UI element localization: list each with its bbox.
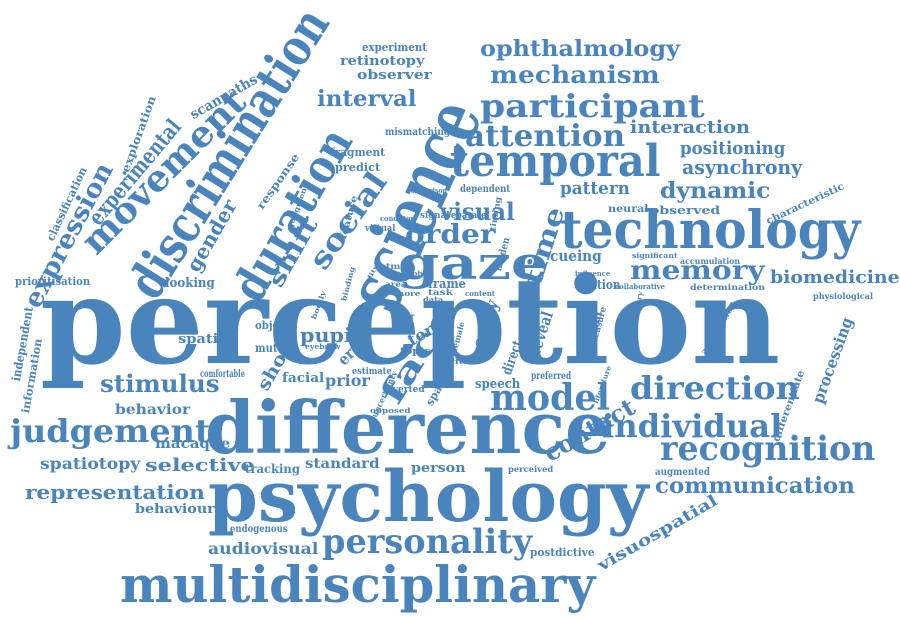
word-selective: selective — [145, 455, 255, 476]
word-neural: neural — [608, 204, 649, 215]
word-collaborative: collaborative — [615, 282, 665, 291]
word-participant: participant — [480, 87, 705, 125]
word-prioritisation: prioritisation — [15, 275, 91, 288]
word-prior: prior — [325, 371, 370, 390]
word-eyebrow: eyebrow — [305, 342, 341, 351]
word-content: content — [465, 289, 496, 298]
word-personality: personality — [322, 522, 533, 562]
word-multidisciplinary: multidisciplinary — [120, 555, 596, 614]
word-estimate: estimate — [352, 367, 392, 377]
word-dynamic: dynamic — [660, 178, 771, 204]
word-technology: technology — [560, 200, 861, 261]
word-representation: representation — [25, 480, 205, 504]
word-processing: processing — [808, 314, 857, 406]
word-perception: perception — [40, 251, 781, 392]
word-influence: influence — [575, 269, 611, 278]
word-endogenous: endogenous — [230, 524, 288, 535]
word-facial: facial — [282, 371, 325, 386]
word-difference: difference — [205, 385, 611, 470]
word-macaque: macaque — [155, 436, 231, 452]
word-data: data — [423, 295, 444, 304]
word-accumulation: accumulation — [680, 256, 741, 266]
word-order: order — [405, 220, 496, 250]
word-standard: standard — [305, 456, 380, 472]
word-tracking: tracking — [245, 462, 300, 476]
word-visual: visual — [440, 197, 515, 226]
word-individual: individual — [602, 407, 783, 445]
word-asynchrony: asynchrony — [682, 155, 803, 179]
word-pupil: pupil — [300, 323, 360, 347]
word-signal: signal — [420, 211, 450, 221]
word-user: user — [395, 311, 415, 321]
word-person: person — [411, 461, 466, 476]
word-memory: memory — [630, 256, 765, 286]
word-probe: probe — [403, 269, 428, 278]
word-frame: frame — [428, 277, 466, 292]
word-spatiotopy: spatiotopy — [40, 454, 141, 473]
word-determination: determination — [690, 282, 766, 292]
word-behaviour: behaviour — [135, 502, 215, 517]
word-stimulus: stimulus — [100, 369, 220, 398]
word-opposed: opposed — [370, 406, 411, 415]
word-mismatching: mismatching — [385, 127, 451, 138]
word-augmented: augmented — [655, 467, 710, 478]
word-pattern: pattern — [560, 178, 630, 199]
word-recognition: recognition — [660, 429, 876, 469]
word-significant: significant — [632, 251, 678, 260]
word-affect: affect — [445, 357, 476, 366]
word-observer: observer — [357, 68, 432, 83]
word-fragment: fragment — [330, 146, 386, 159]
word-experiment: experiment — [362, 41, 427, 54]
word-preferred: preferred — [531, 371, 572, 382]
word-mechanism: mechanism — [490, 60, 660, 89]
word-audiovisual: audiovisual — [208, 539, 319, 558]
word-biomedicine: biomedicine — [770, 267, 900, 288]
word-judgement: judgement — [10, 412, 211, 450]
word-averted: averted — [387, 385, 425, 395]
word-interaction: interaction — [630, 117, 751, 138]
word-looking: looking — [165, 276, 215, 291]
word-communication: communication — [655, 473, 855, 499]
word-comparison: comparison — [407, 186, 447, 195]
word-retinotopy: retinotopy — [340, 54, 425, 69]
word-dilation: dilation — [575, 278, 621, 293]
word-area: area — [385, 279, 407, 289]
word-vstm: vstm — [375, 261, 401, 271]
word-psychology: psychology — [208, 455, 649, 538]
word-attention: attention — [465, 119, 626, 154]
word-topic: topic — [400, 347, 431, 357]
word-cueing: cueing — [550, 247, 602, 265]
word-observed: observed — [650, 204, 721, 217]
word-direction: direction — [630, 369, 800, 407]
word-condition: condition — [380, 214, 416, 223]
word-interval: interval — [317, 86, 417, 112]
word-spatial: spatial — [178, 332, 234, 347]
word-virtual: virtual — [365, 224, 396, 234]
word-ophthalmology: ophthalmology — [480, 36, 680, 62]
word-gaze: gaze — [398, 236, 549, 290]
word-behavior: behavior — [115, 402, 191, 418]
word-positioning: positioning — [680, 138, 786, 159]
word-object: object — [255, 319, 290, 332]
word-postdictive: postdictive — [530, 546, 595, 559]
word-perceived: perceived — [508, 464, 554, 474]
word-comfortable: comfortable — [200, 369, 245, 380]
word-speech: speech — [475, 377, 521, 392]
word-temporal: temporal — [450, 136, 661, 187]
word-dependent: dependent — [460, 184, 511, 195]
word-more: more — [395, 289, 421, 298]
word-separate: separate — [446, 211, 487, 221]
word-physiological: physiological — [813, 291, 874, 301]
word-mutual: mutual — [255, 341, 296, 355]
word-task: task — [428, 287, 453, 297]
word-predict: predict — [335, 161, 381, 174]
word-model: model — [490, 377, 610, 419]
